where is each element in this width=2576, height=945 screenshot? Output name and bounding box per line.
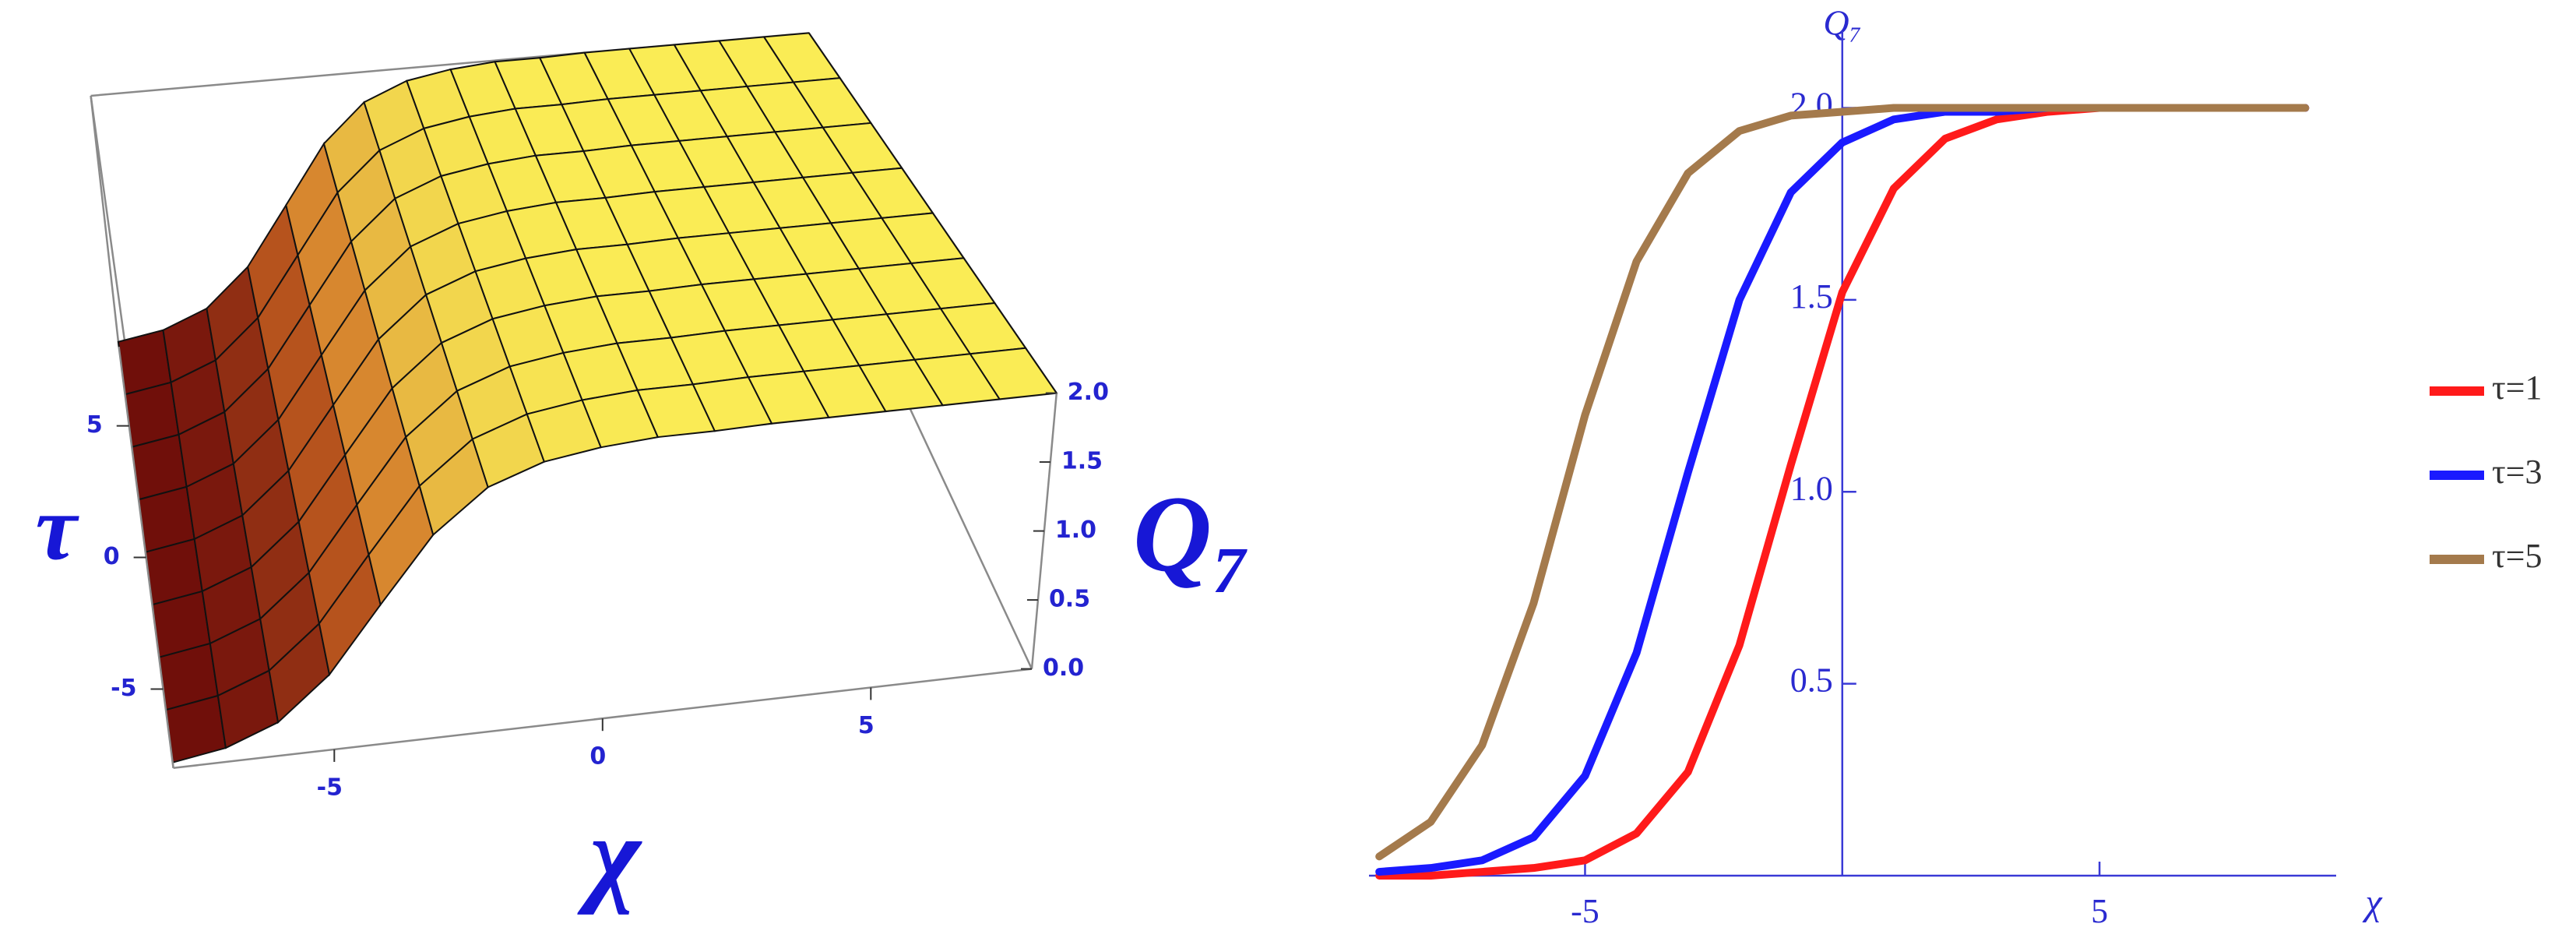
box-edge [90,95,120,347]
x-tick-label: 0 [589,743,606,770]
y-tick-label: 1.5 [1790,277,1833,316]
surface-patch [969,347,1058,400]
legend-label: τ=5 [2492,537,2543,575]
tau-axis-title: τ [35,476,79,580]
x-tick-label: -5 [317,774,343,801]
series-line [1375,104,2310,861]
box-edge [173,668,1033,770]
z-tick-label: 1.5 [1061,448,1103,475]
tau-tick-label: 5 [86,411,103,439]
x-tick-label: -5 [1571,892,1599,930]
y-tick-label: 0.5 [1790,661,1833,700]
z-tick-label: 0.0 [1043,654,1084,682]
legend-label: τ=1 [2492,368,2543,407]
tau-tick-label: 0 [104,543,120,570]
z-tick-label: 2.0 [1068,379,1109,406]
z-tick-label: 1.0 [1055,517,1096,544]
x-tick-label: 5 [858,712,875,739]
legend-label: τ=3 [2492,453,2543,491]
y-tick-label: 1.0 [1790,469,1833,507]
tau-tick-label: -5 [111,675,136,702]
x-tick-label: 5 [2091,892,2108,930]
z-tick-label: 0.5 [1049,586,1090,613]
z-axis-title: Q₇ [1133,474,1250,594]
x-axis-title: χ [2362,882,2383,923]
